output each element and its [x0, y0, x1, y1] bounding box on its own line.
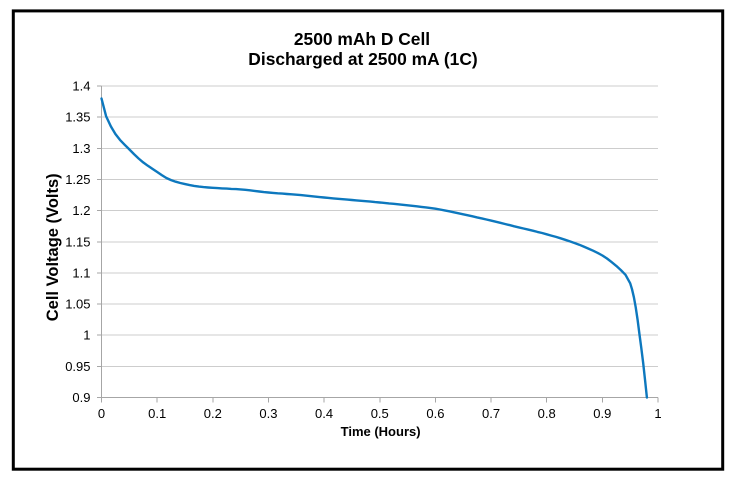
svg-text:0: 0 [98, 406, 105, 421]
svg-text:0.2: 0.2 [204, 406, 222, 421]
svg-text:0.3: 0.3 [259, 406, 277, 421]
svg-text:0.1: 0.1 [148, 406, 166, 421]
svg-text:1.1: 1.1 [72, 265, 90, 280]
svg-text:Cell Voltage (Volts): Cell Voltage (Volts) [44, 173, 62, 321]
svg-text:1: 1 [654, 406, 661, 421]
svg-text:0.4: 0.4 [315, 406, 333, 421]
svg-text:0.8: 0.8 [538, 406, 556, 421]
svg-text:1.15: 1.15 [65, 234, 90, 249]
svg-text:1.3: 1.3 [72, 141, 90, 156]
svg-text:0.5: 0.5 [371, 406, 389, 421]
svg-text:0.9: 0.9 [72, 390, 90, 405]
svg-text:1.2: 1.2 [72, 203, 90, 218]
svg-text:Discharged at 2500 mA (1C): Discharged at 2500 mA (1C) [248, 49, 477, 69]
svg-text:Time (Hours): Time (Hours) [341, 424, 421, 439]
svg-text:2500 mAh D Cell: 2500 mAh D Cell [294, 29, 430, 49]
svg-text:1.25: 1.25 [65, 172, 90, 187]
svg-text:1.05: 1.05 [65, 297, 90, 312]
svg-text:1: 1 [83, 328, 90, 343]
svg-text:0.95: 0.95 [65, 359, 90, 374]
svg-text:0.6: 0.6 [426, 406, 444, 421]
svg-text:0.7: 0.7 [482, 406, 500, 421]
svg-text:1.35: 1.35 [65, 110, 90, 125]
svg-text:1.4: 1.4 [72, 79, 90, 94]
svg-text:0.9: 0.9 [593, 406, 611, 421]
